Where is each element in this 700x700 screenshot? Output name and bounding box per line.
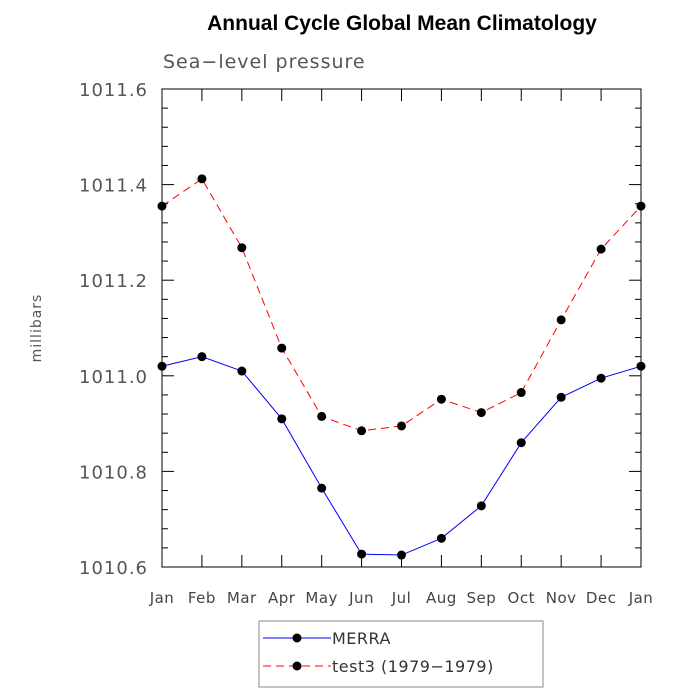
data-point-series-1 [516,388,526,398]
data-point-series-0 [636,361,646,371]
legend-marker-test3 [292,661,302,671]
data-point-series-0 [357,549,367,559]
y-tick-label: 1011.4 [79,176,148,197]
x-tick-label: Jan [149,589,175,607]
x-tick-label: Jul [391,589,412,607]
chart-title: Annual Cycle Global Mean Climatology [207,12,597,35]
axis-ticks [161,88,642,568]
legend-marker-merra [292,633,302,643]
y-tick-label: 1011.6 [79,80,148,101]
chart-subtitle: Sea−level pressure [163,51,366,73]
x-tick-label: Feb [188,589,216,607]
data-point-series-0 [596,373,606,383]
y-tick-label: 1010.6 [79,558,148,579]
data-point-series-1 [556,315,566,325]
data-point-series-0 [237,366,247,376]
x-tick-label: Mar [227,589,257,607]
data-point-series-1 [636,201,646,211]
data-point-series-1 [436,394,446,404]
legend: MERRA test3 (1979−1979) [258,620,544,688]
data-point-series-1 [357,426,367,436]
x-tick-label: Aug [426,589,457,607]
data-point-series-1 [317,411,327,421]
x-tick-label: Oct [508,589,535,607]
legend-label-test3: test3 (1979−1979) [332,657,494,676]
series-lines [161,178,642,556]
x-tick-label: Nov [546,589,577,607]
data-point-series-1 [397,421,406,431]
data-point-series-0 [317,483,327,493]
data-point-series-0 [197,352,207,362]
legend-box [258,620,544,688]
y-tick-label: 1010.8 [79,462,148,483]
x-tick-label: Sep [466,589,496,607]
data-point-series-0 [397,550,406,560]
legend-label-merra: MERRA [332,629,391,648]
plot-frame [161,88,642,568]
data-point-series-0 [476,501,486,511]
x-tick-label: Apr [268,589,296,607]
data-point-series-1 [197,174,207,184]
series-line-0 [161,356,642,556]
x-tick-label: Jan [628,589,654,607]
series-markers [157,174,646,560]
data-point-series-1 [277,343,287,353]
data-point-series-1 [476,408,486,418]
data-point-series-1 [157,201,167,211]
y-axis-label: millibars [29,294,45,363]
tick-labels: 1010.6 1010.8 1011.0 1011.2 1011.4 1011.6 Jan F… [79,80,653,607]
data-point-series-1 [237,243,247,253]
x-tick-label: Jun [348,589,374,607]
data-point-series-1 [596,244,606,254]
data-point-series-0 [556,392,566,402]
x-tick-label: May [305,589,338,607]
data-point-series-0 [436,533,446,543]
y-tick-label: 1011.0 [79,367,148,388]
data-point-series-0 [516,438,526,448]
y-tick-label: 1011.2 [79,271,148,292]
data-point-series-0 [157,361,167,371]
data-point-series-0 [277,414,287,424]
x-tick-label: Dec [586,589,617,607]
